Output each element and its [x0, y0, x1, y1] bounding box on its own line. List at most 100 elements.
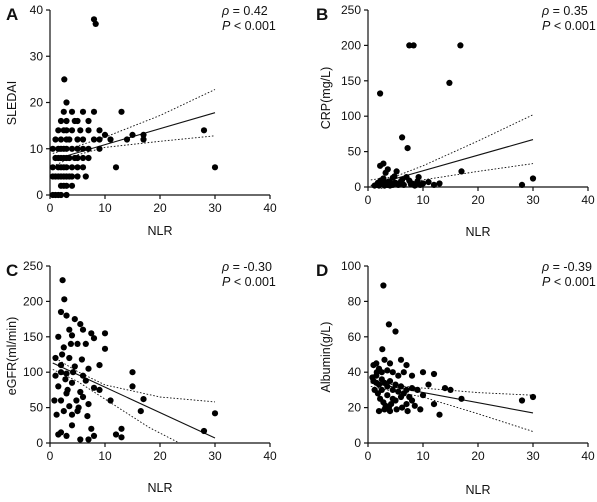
data-point	[90, 335, 98, 342]
data-point	[414, 386, 421, 393]
data-point	[68, 182, 76, 189]
data-point	[411, 182, 418, 189]
x-tick-label-d: 0	[365, 449, 372, 463]
data-point	[137, 408, 144, 415]
data-point	[85, 401, 92, 408]
svg-text:ρ = -0.39: ρ = -0.39	[541, 260, 592, 274]
stat-annotation-c: ρ = -0.30 P < 0.001	[221, 260, 276, 289]
x-axis-title-a: NLR	[147, 224, 172, 238]
data-point	[85, 127, 92, 134]
data-point	[66, 403, 73, 410]
data-point	[79, 393, 87, 401]
data-point	[140, 136, 147, 143]
data-point	[381, 406, 388, 413]
data-point	[57, 136, 65, 143]
p-value-b: < 0.001	[554, 19, 596, 33]
data-point	[436, 180, 443, 187]
data-point	[55, 127, 62, 134]
data-point	[63, 136, 70, 143]
data-point	[140, 131, 147, 138]
data-point	[60, 408, 67, 415]
data-point	[392, 381, 399, 388]
data-point	[60, 127, 67, 134]
y-tick-label-b: 150	[341, 74, 361, 88]
panel-a: A SLEDAI NLR ρ = 0.42 P < 0.001 0 10 20 30 4…	[5, 3, 277, 238]
rho-value-b: = 0.35	[553, 4, 588, 18]
data-point	[61, 76, 68, 83]
y-tick-label-a: 0	[36, 188, 43, 202]
data-point	[66, 326, 73, 333]
data-point	[55, 145, 62, 152]
data-point	[49, 164, 56, 171]
data-point	[57, 182, 65, 189]
data-point	[430, 181, 438, 188]
data-point	[61, 296, 68, 303]
data-point	[379, 346, 386, 353]
y-tick-label-b: 50	[348, 145, 362, 159]
data-point	[403, 401, 410, 408]
data-point	[85, 145, 92, 152]
data-point	[129, 383, 136, 390]
y-tick-label-a: 20	[30, 96, 44, 110]
x-tick-label-a: 0	[47, 201, 54, 215]
data-point	[101, 330, 109, 337]
data-point	[63, 117, 70, 125]
svg-text:ρ = 0.42: ρ = 0.42	[221, 4, 268, 18]
x-axis-title-b: NLR	[465, 225, 490, 239]
x-tick-label-d: 30	[526, 449, 540, 463]
data-point	[90, 432, 98, 439]
y-tick-label-b: 200	[341, 38, 361, 52]
data-point	[85, 117, 92, 125]
data-point	[79, 154, 87, 162]
data-point	[430, 401, 438, 408]
data-point	[79, 326, 87, 333]
data-point	[425, 381, 432, 388]
data-point	[384, 166, 391, 173]
panel-c: C eGFR(ml/min) NLR ρ = -0.30 P < 0.001 0…	[5, 259, 277, 495]
data-point	[417, 406, 424, 413]
data-point	[77, 127, 84, 134]
data-point	[375, 408, 383, 415]
data-point	[55, 164, 62, 171]
data-point	[70, 369, 77, 376]
data-point	[399, 404, 406, 411]
panel-d: D Albumin(g/L) NLR ρ = -0.39 P < 0.001 0…	[316, 259, 596, 497]
data-point	[62, 376, 69, 383]
data-point	[408, 372, 416, 379]
data-point	[386, 408, 394, 415]
data-point	[395, 388, 402, 395]
data-point	[85, 365, 92, 372]
p-value-d: < 0.001	[554, 275, 596, 289]
data-point	[400, 369, 407, 376]
data-point	[79, 108, 87, 115]
x-tick-label-c: 30	[208, 449, 222, 463]
data-point	[386, 360, 394, 367]
stat-annotation-d: ρ = -0.39 P < 0.001	[541, 260, 596, 289]
svg-text:P < 0.001: P < 0.001	[222, 19, 276, 33]
data-point	[51, 397, 58, 404]
data-point	[112, 164, 120, 171]
data-point	[90, 136, 98, 143]
y-tick-label-c: 0	[36, 436, 43, 450]
data-point	[96, 136, 103, 143]
data-point	[373, 369, 380, 376]
data-point	[96, 386, 103, 393]
data-point	[71, 154, 78, 162]
data-point	[430, 370, 438, 378]
y-tick-label-d: 60	[348, 330, 362, 344]
data-point	[60, 344, 67, 351]
data-point	[378, 369, 385, 376]
data-point	[101, 345, 109, 352]
data-point	[107, 397, 114, 404]
data-point	[68, 164, 76, 171]
x-axis-title-d: NLR	[465, 483, 490, 497]
data-point	[458, 395, 465, 402]
data-point	[66, 354, 73, 362]
data-point	[404, 145, 411, 152]
y-tick-label-c: 150	[23, 330, 43, 344]
data-point	[77, 436, 84, 443]
data-point	[518, 397, 526, 404]
data-point	[63, 99, 70, 106]
data-point	[400, 181, 407, 188]
